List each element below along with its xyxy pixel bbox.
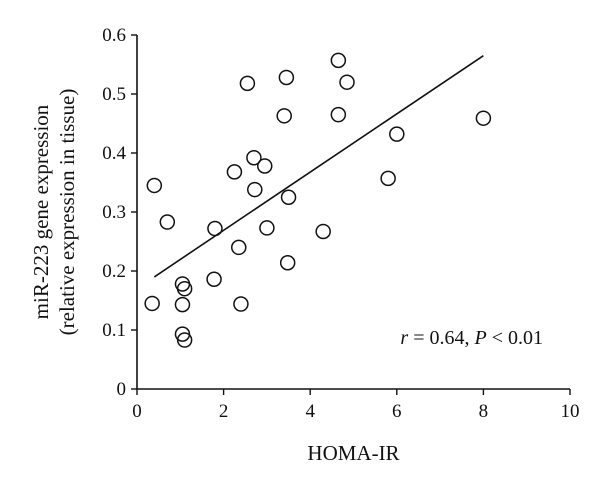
data-point — [231, 239, 247, 256]
p-symbol: P — [474, 327, 487, 349]
data-point — [380, 170, 396, 187]
y-axis-title: miR-223 gene expression (relative expres… — [29, 89, 79, 336]
y-axis-title-line-1: miR-223 gene expression — [29, 104, 53, 319]
y-tick-label: 0 — [117, 379, 127, 400]
y-ticks: 0 0.1 0.2 0.3 0.4 0.5 0.6 — [102, 25, 137, 400]
y-axis-title-line-2: (relative expression in tissue) — [55, 89, 79, 336]
r-value: = 0.64, — [408, 327, 474, 349]
x-tick-label: 10 — [561, 401, 580, 422]
data-point — [278, 69, 295, 86]
p-value: < 0.01 — [487, 327, 543, 349]
y-tick-label: 0.2 — [102, 261, 126, 282]
data-point — [226, 164, 243, 180]
data-point — [239, 75, 256, 92]
data-point — [315, 223, 331, 240]
data-point — [330, 52, 347, 69]
r-symbol: r — [400, 327, 408, 349]
data-point — [207, 220, 223, 237]
data-point — [475, 110, 492, 126]
data-point — [330, 106, 347, 123]
correlation-annotation: r = 0.64, P < 0.01 — [400, 327, 543, 349]
x-tick-label: 4 — [305, 401, 315, 422]
y-tick-label: 0.6 — [102, 25, 126, 46]
data-point — [280, 189, 297, 205]
x-tick-label: 2 — [219, 401, 229, 422]
data-point — [256, 158, 273, 174]
data-point — [233, 296, 249, 312]
y-tick-label: 0.3 — [102, 202, 126, 223]
y-tick-label: 0.4 — [102, 143, 126, 164]
data-point — [389, 126, 405, 142]
trendline-group — [153, 54, 484, 278]
data-point — [279, 254, 296, 271]
x-tick-label: 6 — [392, 401, 402, 422]
data-point — [159, 214, 176, 230]
data-points — [144, 52, 492, 348]
data-point — [144, 295, 160, 312]
data-point — [259, 220, 275, 236]
y-tick-label: 0.5 — [102, 84, 126, 105]
x-ticks: 0 2 4 6 8 10 — [132, 389, 580, 422]
data-point — [206, 271, 222, 288]
data-point — [247, 181, 263, 198]
data-point — [174, 296, 191, 313]
x-axis-title: HOMA-IR — [307, 441, 399, 465]
data-point — [176, 280, 193, 297]
x-tick-label: 8 — [479, 401, 489, 422]
trendline — [153, 54, 484, 278]
data-point — [176, 332, 193, 348]
x-tick-label: 0 — [132, 401, 142, 422]
y-tick-label: 0.1 — [102, 320, 126, 341]
data-point — [146, 177, 163, 194]
data-point — [339, 74, 355, 90]
data-point — [276, 108, 292, 124]
data-point — [246, 149, 262, 166]
